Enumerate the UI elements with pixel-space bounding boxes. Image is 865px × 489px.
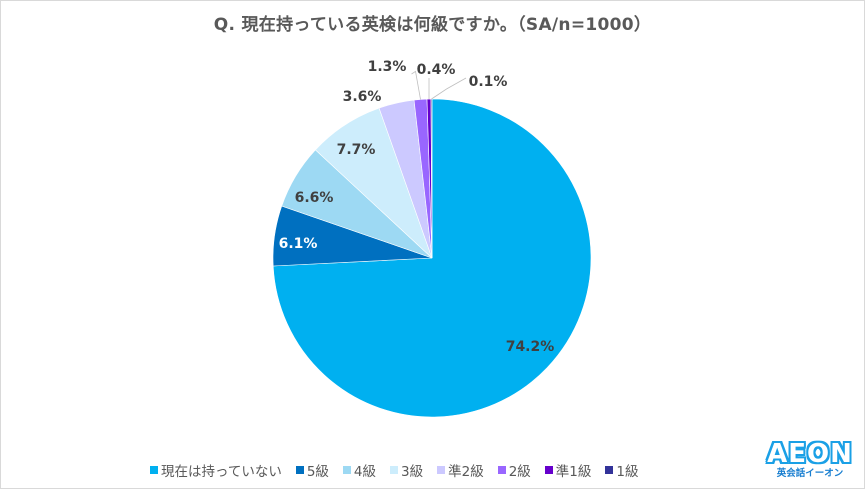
logo-subtitle: 英会話イーオン <box>776 468 844 479</box>
legend-item-pre2: 準2級 <box>437 460 484 480</box>
data-label: 0.4% <box>417 62 456 78</box>
data-label: 1.3% <box>368 59 407 75</box>
leader-line <box>411 70 421 100</box>
legend-item-grade1: 1級 <box>605 460 638 480</box>
legend-label: 4級 <box>353 464 377 480</box>
legend-swatch <box>342 466 351 474</box>
data-label: 6.1% <box>279 236 318 252</box>
data-label: 6.6% <box>295 190 334 206</box>
legend-swatch <box>295 466 304 474</box>
legend: 現在は持っていない 5級 4級 3級 準2級 2級 準1級 1級 <box>150 460 652 480</box>
data-label: 74.2% <box>506 339 555 355</box>
pie-slices <box>272 98 592 418</box>
legend-item-none: 現在は持っていない <box>150 460 282 480</box>
legend-label: 準2級 <box>448 464 484 480</box>
aeon-logo: AEON 英会話イーオン <box>760 440 860 480</box>
chart-title: Q. 現在持っている英検は何級ですか。（SA/n=1000） <box>213 15 652 35</box>
leader-line <box>431 77 467 100</box>
legend-label: 1級 <box>616 464 639 480</box>
legend-swatch <box>390 466 399 474</box>
legend-label: 現在は持っていない <box>161 464 282 480</box>
legend-label: 5級 <box>306 464 329 480</box>
data-labels: 74.2% 6.1% 6.6% 7.7% 3.6% 1.3% 0.4% 0.1% <box>279 59 555 355</box>
legend-item-grade5: 5級 <box>295 460 329 480</box>
legend-item-grade3: 3級 <box>390 460 423 480</box>
leader-lines <box>411 70 467 100</box>
data-label: 7.7% <box>337 142 376 158</box>
legend-label: 2級 <box>508 464 531 480</box>
data-label: 3.6% <box>343 89 382 105</box>
legend-label: 3級 <box>401 464 424 480</box>
legend-item-grade2: 2級 <box>497 460 531 480</box>
legend-label: 準1級 <box>555 464 592 480</box>
legend-swatch <box>544 466 553 474</box>
legend-item-pre1: 準1級 <box>544 460 592 480</box>
logo-wordmark: AEON <box>767 439 853 469</box>
legend-swatch <box>150 466 158 474</box>
legend-item-grade4: 4級 <box>342 460 377 480</box>
data-label: 0.1% <box>469 74 508 90</box>
legend-swatch <box>497 466 506 474</box>
legend-swatch <box>437 466 446 474</box>
legend-swatch <box>605 466 614 474</box>
